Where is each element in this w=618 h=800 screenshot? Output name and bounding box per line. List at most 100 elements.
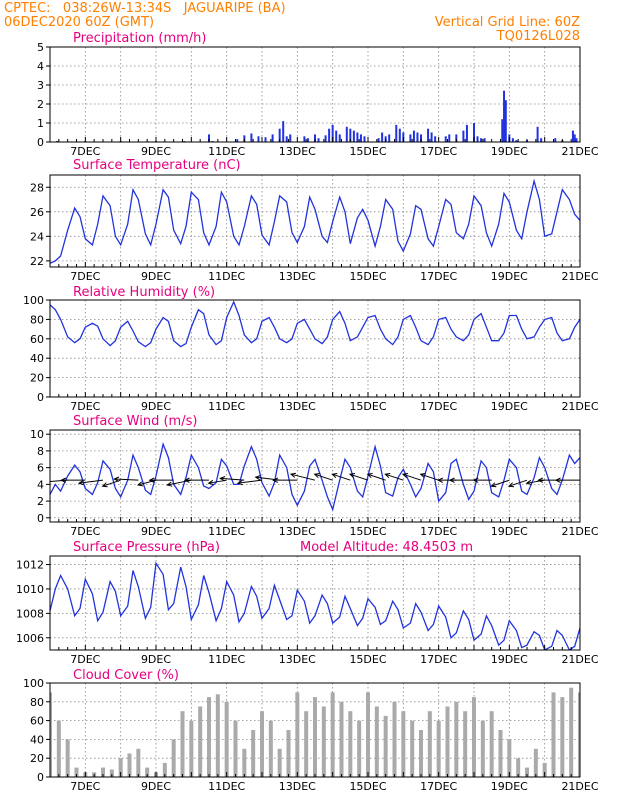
wind-vector: [367, 473, 386, 481]
wind-arrowhead: [419, 473, 426, 479]
panel-title: Precipitation (mm/h): [73, 31, 206, 46]
wind-vector: [114, 478, 139, 481]
precip-bar: [243, 135, 246, 142]
y-tick-label: 2: [37, 98, 44, 111]
pressure-panel: Surface Pressure (hPa) Model Altitude: 48…: [16, 540, 599, 666]
precip-bar: [503, 90, 506, 142]
x-tick-label: 11DEC: [208, 780, 245, 793]
wind-arrowhead: [113, 476, 120, 482]
x-tick-label: 21DEC: [561, 780, 598, 793]
cloud-bar: [436, 720, 441, 777]
x-tick-label: 13DEC: [279, 780, 316, 793]
precip-bar: [480, 138, 483, 142]
precip-bar: [476, 136, 479, 142]
cloud-bar: [313, 697, 317, 777]
wind-arrowhead: [254, 475, 261, 481]
precip-bar: [573, 134, 576, 142]
precip-bar: [554, 138, 557, 142]
cloud-bar: [578, 692, 580, 777]
precip-bar: [416, 132, 419, 142]
precip-bar: [303, 136, 306, 142]
wind-vector: [385, 473, 404, 481]
x-tick-label: 11DEC: [208, 400, 245, 413]
y-tick-label: 0: [37, 771, 44, 784]
y-tick-label: 40: [30, 733, 44, 746]
precip-bar: [250, 133, 253, 142]
y-tick-label: 60: [30, 333, 44, 346]
y-tick-label: 80: [30, 696, 44, 709]
cloud-bar: [224, 701, 229, 777]
precip-bar: [388, 134, 391, 142]
precip-bar: [430, 132, 433, 142]
cloud-bar: [101, 767, 105, 777]
series-line: [50, 561, 580, 650]
y-tick-label: 26: [30, 206, 44, 219]
x-tick-label: 15DEC: [349, 780, 386, 793]
precip-bar: [349, 128, 352, 142]
precip-bar: [282, 121, 285, 142]
precip-bar: [208, 134, 210, 142]
cloud-bar: [569, 687, 574, 777]
y-tick-label: 6: [37, 462, 44, 475]
cloud-bar: [65, 739, 70, 777]
panel-annotation: Model Altitude: 48.4503 m: [300, 540, 473, 555]
wind-arrowhead: [401, 473, 409, 479]
x-tick-label: 21DEC: [561, 145, 598, 158]
x-tick-label: 9DEC: [141, 525, 171, 538]
precip-bar: [289, 134, 292, 142]
wind-arrowhead: [166, 481, 173, 487]
y-tick-label: 80: [30, 313, 44, 326]
x-tick-label: 9DEC: [141, 400, 171, 413]
panel-frame: [49, 555, 581, 651]
precip-bar: [257, 136, 260, 142]
precip-bar: [359, 134, 362, 142]
cloud-bar: [180, 711, 185, 777]
y-tick-label: 0: [37, 391, 44, 404]
cloud-bar: [277, 748, 282, 777]
cloud-bar: [507, 739, 512, 777]
precip-bar: [356, 132, 359, 142]
cloud-bar: [339, 701, 344, 777]
cloud-bar: [525, 767, 529, 777]
wind-arrowhead: [331, 473, 338, 479]
x-tick-label: 19DEC: [491, 145, 528, 158]
cloud-bar: [233, 720, 238, 777]
header-location: CPTEC: 038:26W-13:34S JAGUARIPE (BA): [4, 1, 286, 16]
x-tick-label: 7DEC: [70, 780, 100, 793]
cloud-bar: [162, 762, 167, 777]
header-vertical-grid-note: Vertical Grid Line: 60Z: [435, 15, 580, 30]
panel-title: Relative Humidity (%): [73, 285, 215, 300]
wind-arrowhead: [148, 477, 155, 483]
y-tick-label: 4: [37, 478, 44, 491]
panel-frame: [49, 174, 581, 268]
wind-arrowhead: [272, 477, 279, 483]
x-tick-label: 13DEC: [279, 525, 316, 538]
wind-vector: [220, 477, 245, 481]
plot-area: [50, 561, 580, 650]
wind-arrowhead: [554, 477, 561, 483]
cloud-bar: [330, 692, 335, 777]
wind-arrowhead: [537, 477, 544, 483]
humidity-panel: Relative Humidity (%) 0 20 40 60 80 100 7DEC 9DE…: [23, 285, 599, 413]
panel-title: Cloud Cover (%): [73, 668, 179, 683]
y-tick-label: 100: [23, 677, 44, 690]
precip-bar: [285, 136, 288, 142]
cloud-bar: [542, 762, 547, 777]
precip-bar: [427, 128, 430, 142]
cloud-bar: [445, 706, 450, 777]
cloud-bar: [410, 720, 415, 777]
series-line: [50, 441, 580, 512]
wind-arrowhead: [507, 482, 515, 488]
cloud-bar: [516, 758, 521, 777]
precip-bar: [501, 119, 504, 142]
y-tick-label: 3: [37, 79, 44, 92]
cloud-bar: [268, 720, 273, 777]
cloud-bar: [392, 701, 397, 777]
cloud-bar: [551, 692, 556, 777]
cloud-bar: [498, 730, 503, 777]
x-tick-label: 17DEC: [420, 400, 457, 413]
x-tick-label: 13DEC: [279, 145, 316, 158]
cloud-bar: [260, 711, 264, 777]
y-tick-label: 28: [30, 181, 44, 194]
cloud-bar: [251, 730, 256, 777]
